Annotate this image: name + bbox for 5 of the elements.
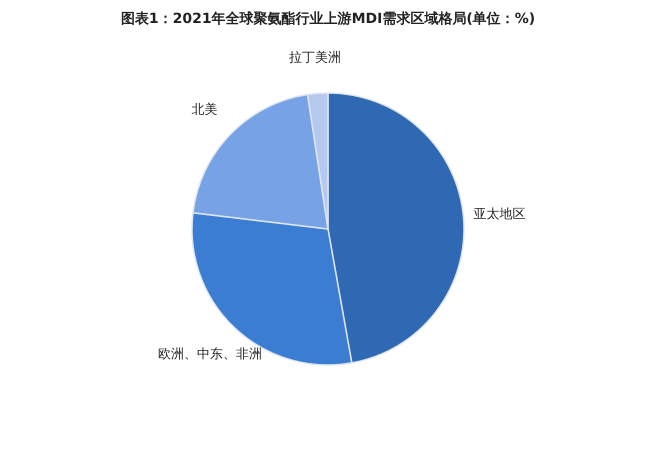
slice-label: 亚太地区 (473, 206, 526, 222)
slice-label: 拉丁美洲 (289, 49, 342, 66)
slice-label: 欧洲、中东、非洲 (158, 347, 262, 362)
chart-title: 图表1：2021年全球聚氨酯行业上游MDI需求区域格局(单位：%) (120, 11, 536, 27)
slice-label: 北美 (191, 101, 218, 118)
